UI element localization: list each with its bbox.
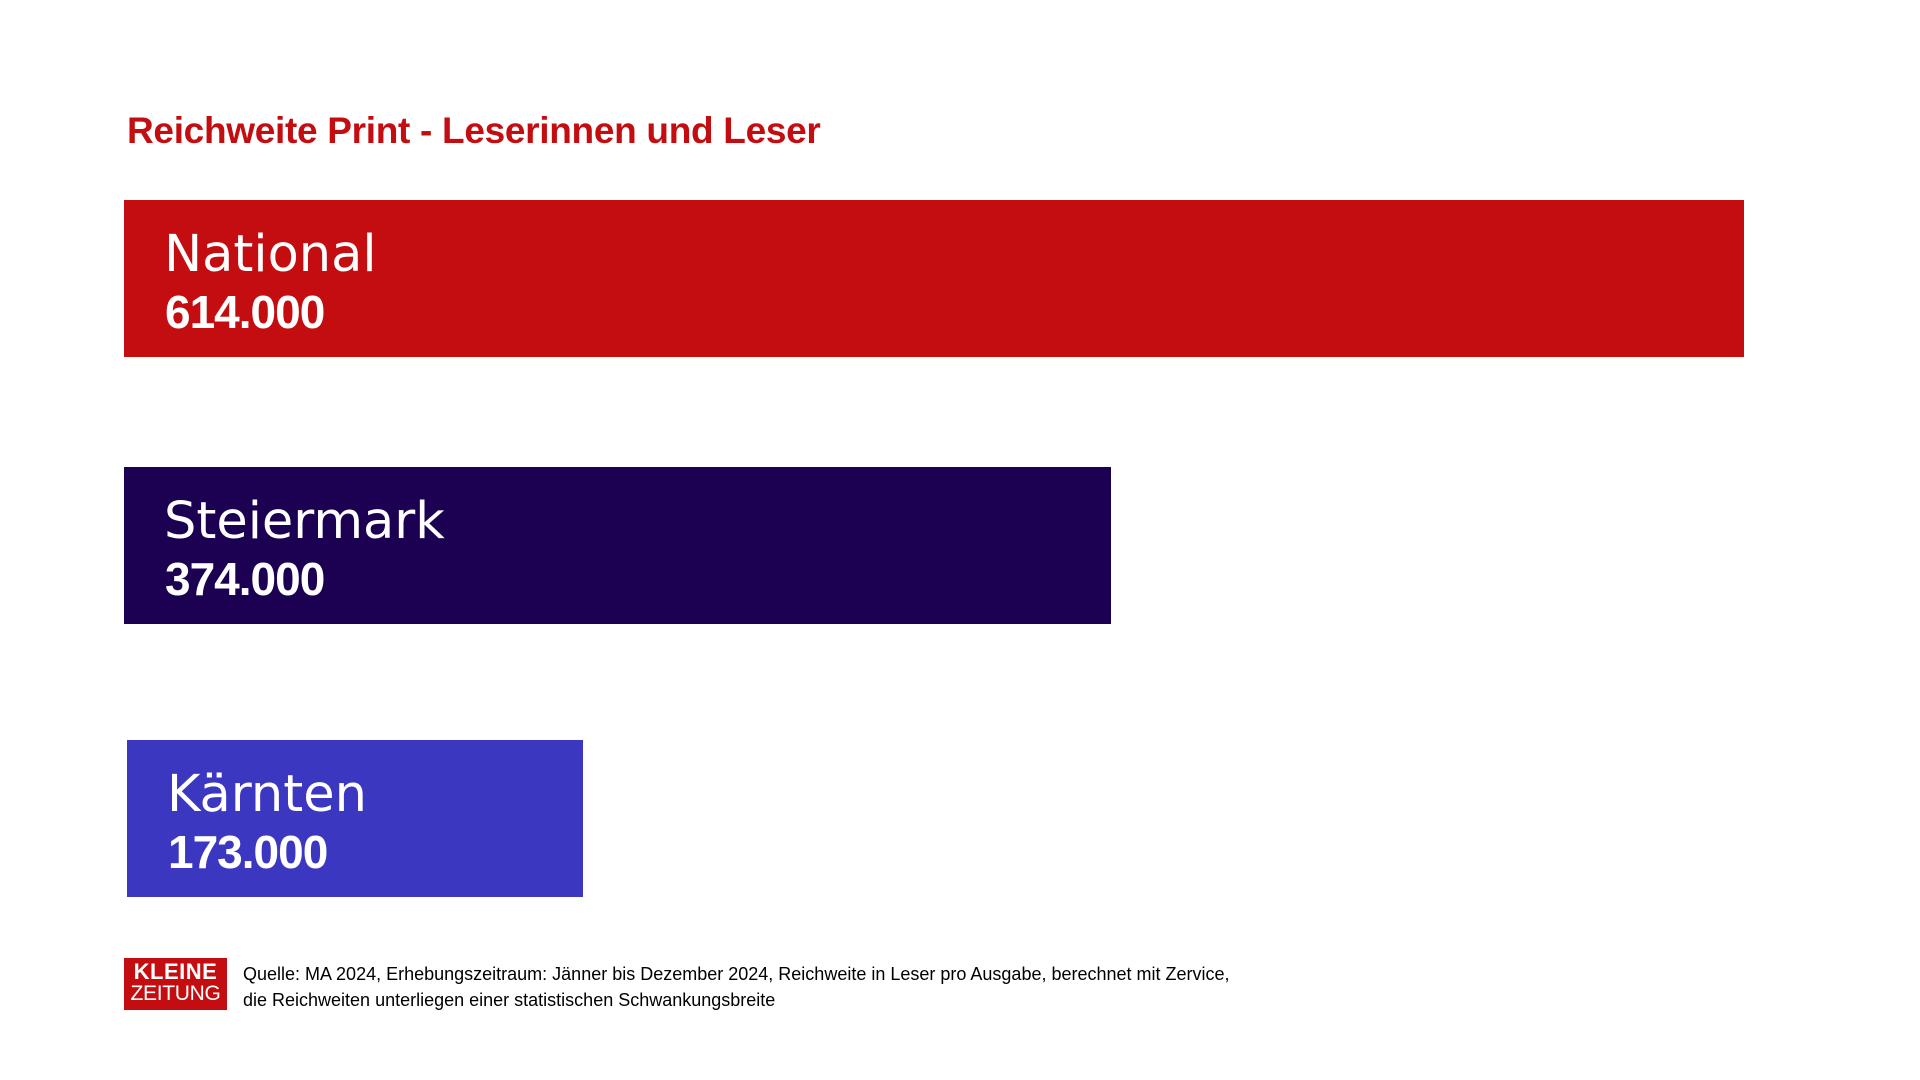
bar-value-label: 374.000: [165, 553, 325, 605]
bar-national: National 614.000: [124, 200, 1744, 357]
bar-value-label: 173.000: [168, 826, 328, 878]
chart-title: Reichweite Print - Leserinnen und Leser: [127, 110, 821, 151]
bar-steiermark: Steiermark 374.000: [124, 467, 1111, 624]
logo-line-zeitung: ZEITUNG: [130, 982, 221, 1005]
source-line-2: die Reichweiten unterliegen einer statis…: [243, 990, 776, 1010]
kleine-zeitung-logo: KLEINE ZEITUNG: [124, 958, 227, 1010]
bar-k-rnten: Kärnten 173.000: [127, 740, 583, 897]
logo-line-kleine: KLEINE: [133, 959, 218, 984]
bar-value-label: 614.000: [165, 286, 325, 338]
source-note: Quelle: MA 2024, Erhebungszeitraum: Jänn…: [243, 961, 1230, 1013]
source-line-1: Quelle: MA 2024, Erhebungszeitraum: Jänn…: [243, 964, 1230, 984]
footer: KLEINE ZEITUNG Quelle: MA 2024, Erhebung…: [124, 958, 1324, 1018]
bar-label: Steiermark: [164, 492, 445, 551]
bar-label: National: [164, 225, 377, 284]
bar-label: Kärnten: [167, 765, 367, 824]
